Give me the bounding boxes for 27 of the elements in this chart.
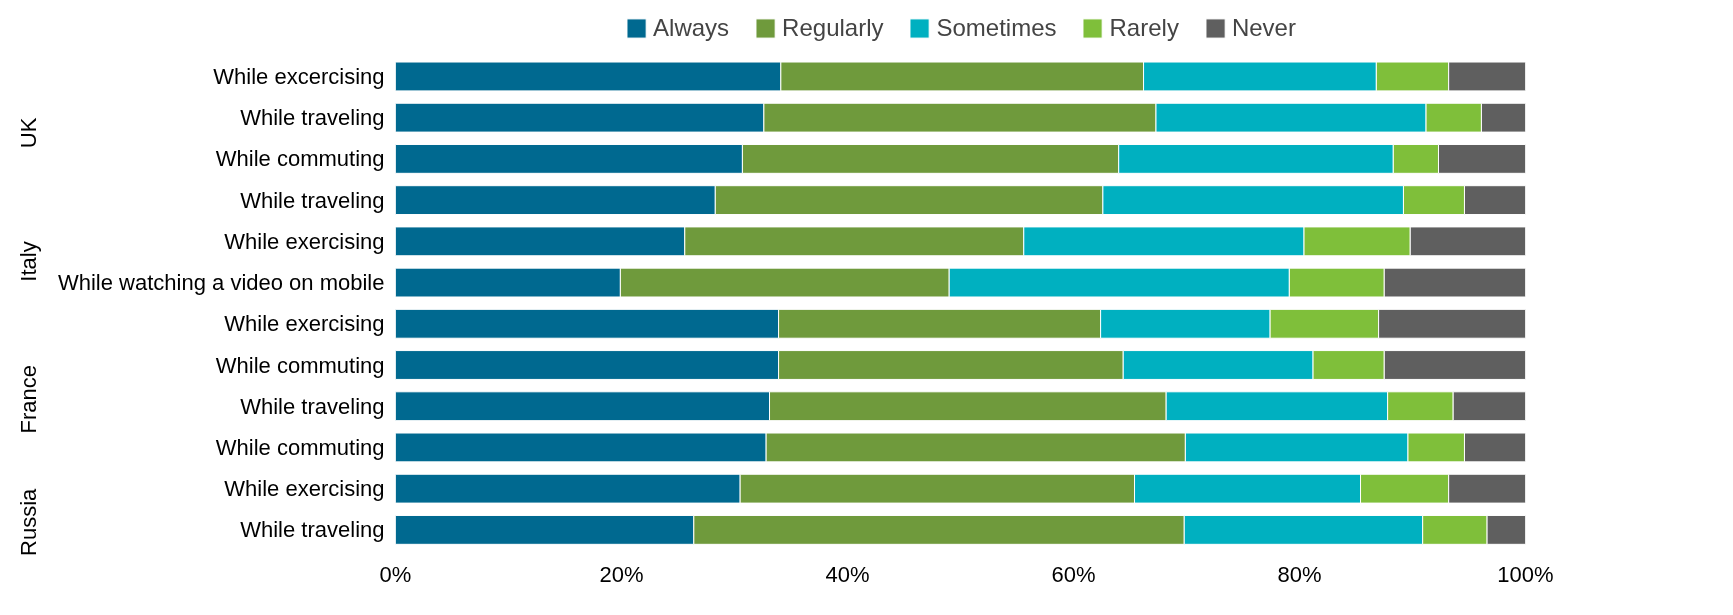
x-tick-label: 80% (1277, 561, 1322, 587)
y-tick-label: While excercising (213, 63, 385, 89)
legend-label: Rarely (1109, 14, 1179, 42)
y-tick-label: While traveling (240, 187, 385, 213)
x-tick-label: 20% (599, 561, 644, 587)
y-tick-label: While exercising (224, 228, 385, 254)
y-tick-label: While exercising (224, 311, 385, 337)
y-tick-label: While traveling (240, 517, 385, 543)
legend-label: Sometimes (936, 14, 1057, 42)
x-tick-label: 60% (1051, 561, 1096, 587)
legend-label: Never (1231, 14, 1296, 42)
x-tick-label: 0% (379, 561, 412, 587)
y-tick-label: While commuting (215, 434, 385, 460)
text: Italy (16, 241, 41, 282)
text: France (16, 364, 41, 434)
y-tick-label: While traveling (240, 105, 385, 131)
x-tick-label: 100% (1497, 561, 1554, 587)
y-tick-label: While commuting (215, 352, 385, 378)
legend-label: Regularly (782, 14, 884, 42)
y-tick-label: While exercising (224, 476, 385, 502)
y-tick-label: While traveling (240, 393, 385, 419)
y-tick-label: While watching a video on mobile (57, 270, 385, 296)
x-tick-label: 40% (825, 561, 870, 587)
text: UK (16, 117, 41, 149)
legend-label: Always (653, 14, 730, 42)
text: Russia (16, 487, 41, 556)
y-tick-label: While commuting (215, 146, 385, 172)
